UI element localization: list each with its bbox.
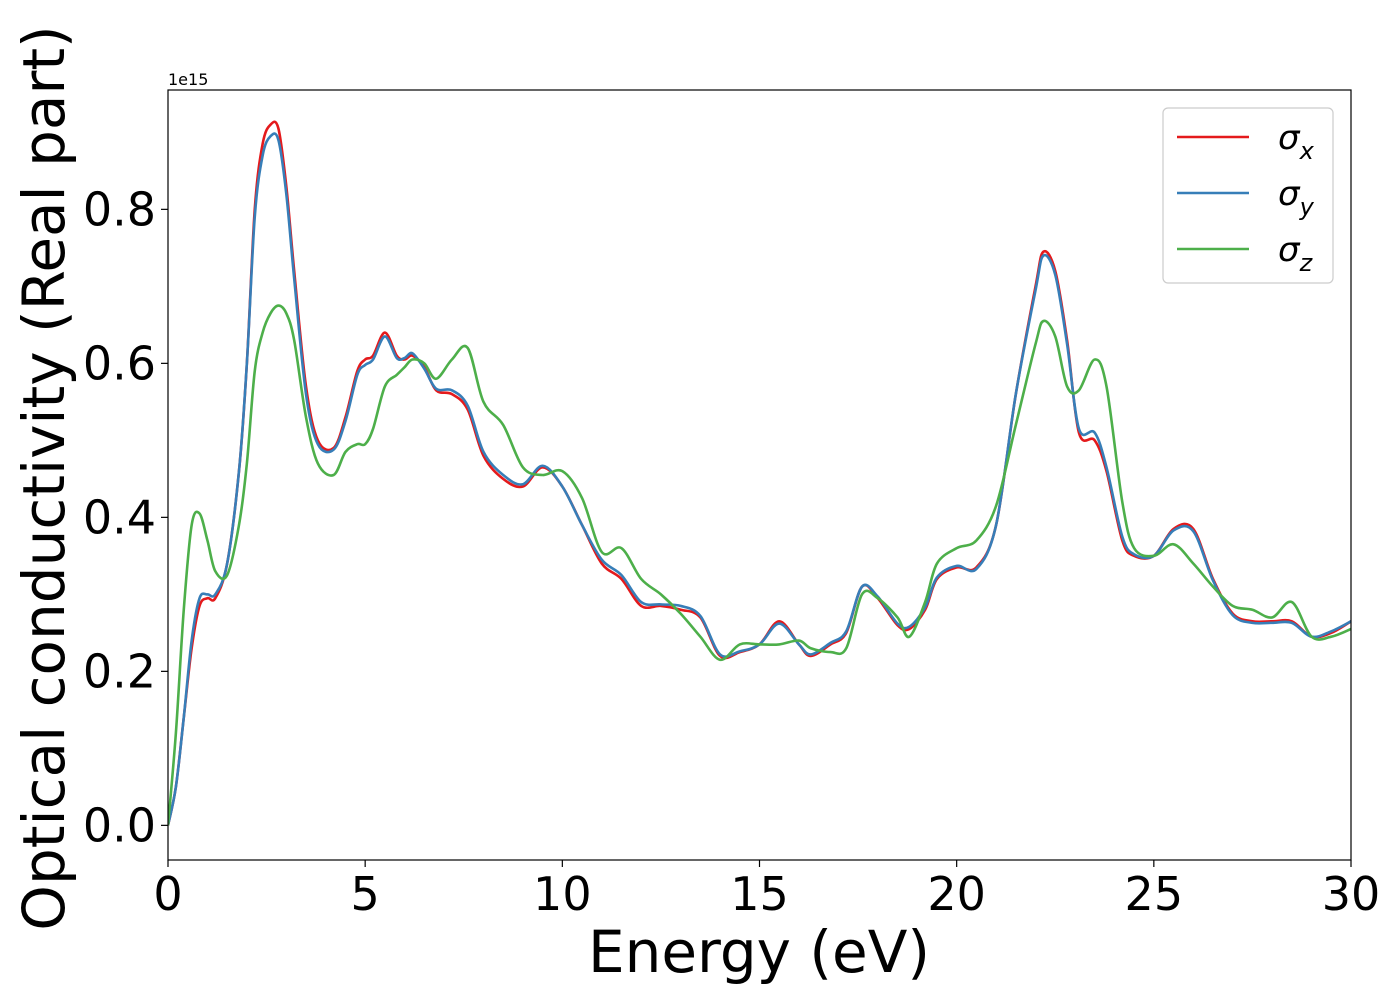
series-line-z	[168, 304, 1351, 826]
series-line-y	[168, 132, 1351, 826]
x-tick-label: 0	[153, 867, 182, 921]
series-line-x	[168, 120, 1351, 826]
legend-label-z: σz	[1278, 230, 1314, 277]
y-offset-label: 1e15	[168, 70, 208, 89]
x-tick-label: 20	[927, 867, 986, 921]
lines-layer	[168, 120, 1351, 826]
y-tick-label: 0.0	[83, 798, 156, 852]
y-axis-title: Optical conductivity (Real part)	[10, 25, 78, 930]
legend: σx σy σz	[1162, 107, 1334, 284]
y-tick-label: 0.8	[83, 182, 156, 236]
x-tick-label: 5	[351, 867, 380, 921]
x-tick-label: 15	[730, 867, 789, 921]
x-tick-label: 30	[1322, 867, 1381, 921]
legend-label-y: σy	[1278, 174, 1315, 221]
x-tick-label: 10	[533, 867, 592, 921]
y-ticks: 0.0 0.2 0.4 0.6 0.8	[83, 182, 168, 852]
x-axis-title: Energy (eV)	[588, 918, 930, 986]
x-tick-label: 25	[1125, 867, 1184, 921]
y-tick-label: 0.4	[83, 490, 156, 544]
x-ticks: 0 5 10 15 20 25 30	[153, 860, 1380, 921]
y-tick-label: 0.2	[83, 644, 156, 698]
legend-label-x: σx	[1278, 118, 1315, 165]
y-tick-label: 0.6	[83, 336, 156, 390]
legend-box	[1162, 107, 1334, 284]
